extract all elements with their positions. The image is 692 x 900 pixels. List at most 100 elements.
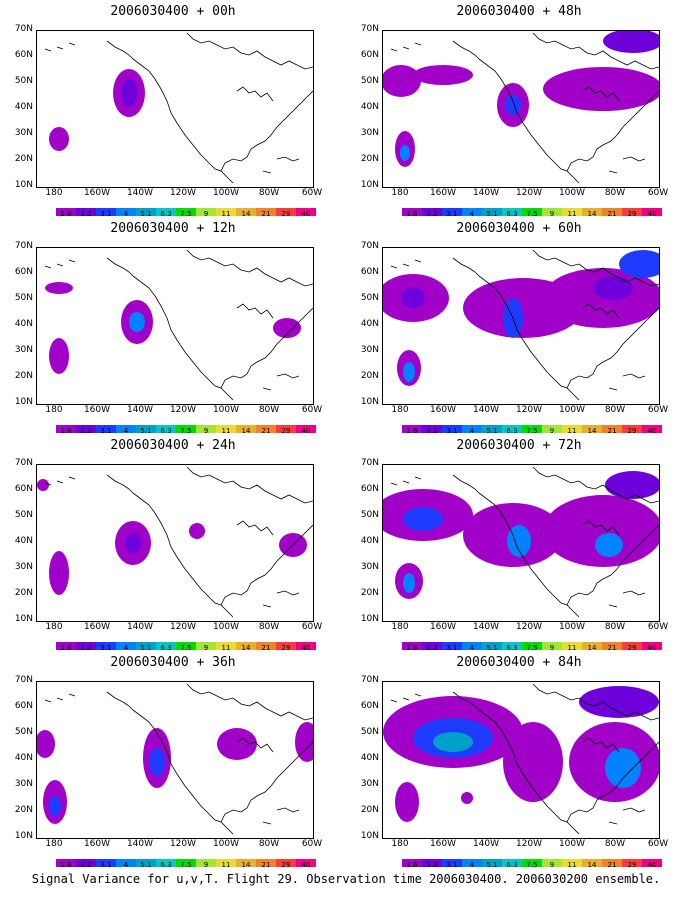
colorbar-label: 11 — [567, 427, 577, 435]
colorbar-label: 3.1 — [100, 861, 112, 869]
y-tick-label: 30N — [360, 128, 379, 138]
colorbar-label: 2.2 — [426, 861, 438, 869]
x-tick-label: 120W — [515, 405, 543, 415]
colorbar-swatch — [116, 425, 136, 433]
colorbar-swatch — [542, 859, 562, 867]
colorbar-label: 4 — [469, 427, 475, 435]
colorbar — [56, 201, 316, 216]
colorbar-label: 14 — [587, 427, 597, 435]
variance-contour — [507, 525, 531, 557]
colorbar-swatch — [96, 642, 116, 650]
y-tick-label: 30N — [360, 345, 379, 355]
colorbar-label: 2.2 — [426, 644, 438, 652]
colorbar-label: 3.1 — [100, 644, 112, 652]
colorbar-label: 1.6 — [406, 427, 418, 435]
colorbar-swatch — [96, 425, 116, 433]
x-tick-label: 80W — [258, 622, 280, 632]
colorbar-swatch — [56, 642, 76, 650]
colorbar-swatch — [176, 859, 196, 867]
colorbar-swatch — [276, 642, 296, 650]
colorbar-label: 4 — [123, 427, 129, 435]
colorbar-swatch — [622, 642, 642, 650]
colorbar-swatch — [522, 859, 542, 867]
variance-contour — [619, 250, 659, 278]
y-tick-label: 40N — [14, 536, 33, 546]
colorbar-swatch — [482, 208, 502, 216]
colorbar-swatch — [562, 425, 582, 433]
colorbar-label: 11 — [567, 210, 577, 218]
map-canvas — [383, 466, 659, 618]
variance-contour — [433, 732, 473, 752]
colorbar-label: 29 — [627, 644, 637, 652]
colorbar-swatch — [562, 642, 582, 650]
y-tick-label: 10N — [14, 397, 33, 407]
variance-contour — [395, 782, 419, 822]
y-tick-label: 70N — [360, 241, 379, 251]
coastline — [452, 466, 659, 618]
colorbar-label: 29 — [627, 861, 637, 869]
colorbar-swatch — [422, 642, 442, 650]
variance-contour — [595, 533, 623, 557]
colorbar-label: 40 — [647, 861, 657, 869]
y-tick-label: 10N — [14, 614, 33, 624]
colorbar-label: 9 — [549, 861, 555, 869]
map-frame — [36, 30, 314, 188]
colorbar-swatch — [562, 859, 582, 867]
y-tick-label: 40N — [360, 102, 379, 112]
y-tick-label: 10N — [360, 397, 379, 407]
y-tick-label: 30N — [360, 779, 379, 789]
y-tick-label: 20N — [360, 588, 379, 598]
y-tick-label: 70N — [360, 675, 379, 685]
colorbar-swatch — [276, 208, 296, 216]
colorbar-swatch — [236, 425, 256, 433]
colorbar-swatch — [156, 859, 176, 867]
y-tick-label: 20N — [360, 154, 379, 164]
colorbar-label: 3.1 — [446, 427, 458, 435]
colorbar-label: 7.5 — [526, 644, 538, 652]
y-tick-label: 40N — [14, 102, 33, 112]
map-canvas — [383, 31, 659, 184]
x-tick-label: 100W — [558, 188, 586, 198]
y-tick-label: 60N — [14, 50, 33, 60]
colorbar-label: 29 — [627, 427, 637, 435]
x-tick-label: 140W — [126, 188, 154, 198]
colorbar-swatch — [196, 642, 216, 650]
y-tick-label: 50N — [360, 76, 379, 86]
variance-contour — [505, 95, 521, 115]
variance-contour — [603, 31, 659, 53]
colorbar-label: 9 — [203, 861, 209, 869]
x-tick-label: 140W — [472, 622, 500, 632]
x-tick-label: 60W — [647, 188, 669, 198]
x-tick-label: 160W — [429, 188, 457, 198]
panel-title: 2006030400 + 84h — [456, 655, 582, 670]
colorbar-label: 29 — [627, 210, 637, 218]
colorbar-swatch — [216, 642, 236, 650]
colorbar-label: 4 — [123, 644, 129, 652]
coastline — [452, 683, 659, 835]
colorbar-swatch — [196, 208, 216, 216]
islands — [390, 42, 422, 52]
colorbar-label: 4 — [469, 861, 475, 869]
y-tick-label: 70N — [14, 241, 33, 251]
variance-contour — [413, 65, 473, 85]
x-tick-label: 120W — [169, 405, 197, 415]
colorbar-swatch — [442, 208, 462, 216]
x-tick-label: 180 — [45, 839, 63, 849]
colorbar-swatch — [522, 208, 542, 216]
colorbar-label: 7.5 — [180, 210, 192, 218]
colorbar-swatch — [602, 859, 622, 867]
colorbar-label: 2.2 — [80, 861, 92, 869]
y-tick-label: 70N — [14, 458, 33, 468]
map-panel: 2006030400 + 24h 70N 60N 50N 40N 30N 20N 10N 180… — [0, 434, 346, 652]
x-tick-label: 60W — [647, 622, 669, 632]
x-tick-label: 140W — [472, 839, 500, 849]
colorbar-label: 9 — [203, 210, 209, 218]
map-frame — [36, 247, 314, 405]
y-tick-label: 70N — [360, 24, 379, 34]
variance-contour — [403, 573, 415, 593]
colorbar-label: 9 — [549, 644, 555, 652]
x-tick-label: 80W — [258, 839, 280, 849]
colorbar-label: 2.2 — [80, 427, 92, 435]
variance-contour — [129, 312, 145, 332]
colorbar-swatch — [96, 208, 116, 216]
